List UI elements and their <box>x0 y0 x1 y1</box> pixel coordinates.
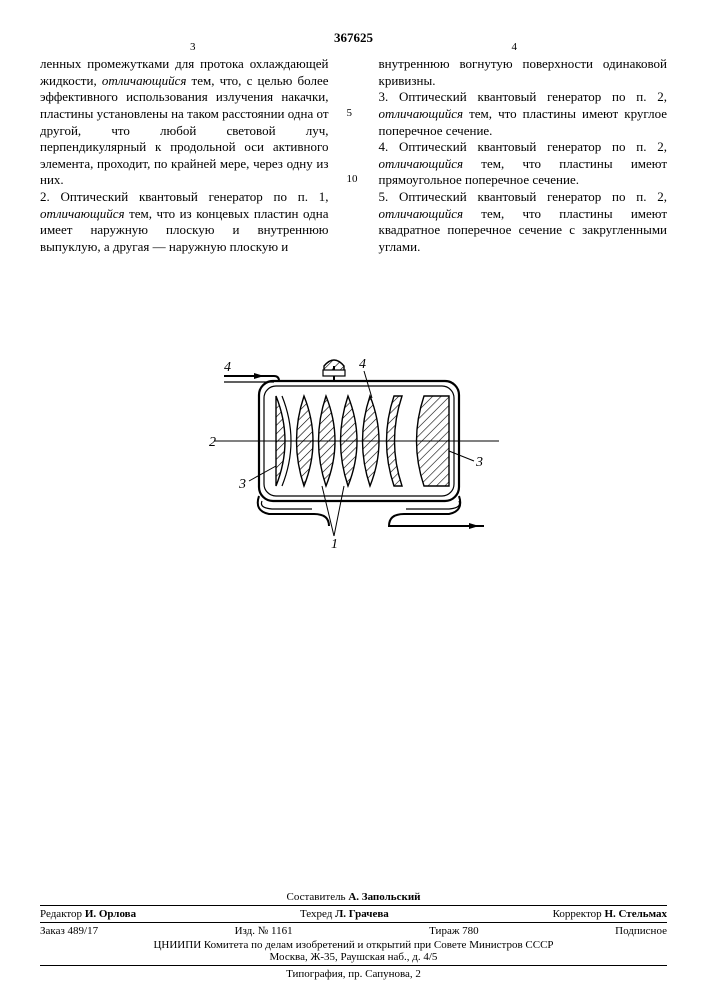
label-3b: 3 <box>475 455 483 470</box>
column-right: внутреннюю вогнутую поверхности одинаков… <box>379 56 668 256</box>
footer: Составитель А. Запольский Редактор И. Ор… <box>40 891 667 980</box>
plate-5 <box>362 396 379 486</box>
editor-name: И. Орлова <box>85 908 136 920</box>
para-l1: ленных промежутками для протока охлаждаю… <box>40 56 329 189</box>
text: 2. Оптический квантовый генератор по п. … <box>40 189 329 204</box>
line-numbers: 5 10 <box>347 56 361 256</box>
divider <box>40 905 667 906</box>
corr-name: Н. Стельмах <box>604 908 667 920</box>
col-num-left: 3 <box>190 41 196 53</box>
divider <box>40 922 667 923</box>
editor-label: Редактор <box>40 908 85 920</box>
leader-4b <box>364 371 372 398</box>
col-num-right: 4 <box>512 41 518 53</box>
plate-4 <box>340 396 357 486</box>
lineno-10: 10 <box>347 172 361 186</box>
compiler-label: Составитель <box>286 891 348 903</box>
text: 5. Оптический квантовый генератор по п. … <box>379 189 668 204</box>
figure: 4 4 2 3 3 1 <box>40 336 667 560</box>
text-italic: отличающийся <box>102 73 187 88</box>
para-l2: 2. Оптический квантовый генератор по п. … <box>40 189 329 256</box>
tech-name: Л. Грачева <box>335 908 389 920</box>
patent-number: 367625 <box>40 30 667 46</box>
para-r2: 3. Оптический квантовый генератор по п. … <box>379 89 668 139</box>
leader-1a <box>322 486 334 536</box>
leader-1b <box>334 486 344 536</box>
leader-3a <box>249 466 276 481</box>
label-4b: 4 <box>359 357 366 372</box>
corr-label: Корректор <box>553 908 605 920</box>
izd-no: Изд. № 1161 <box>235 925 293 937</box>
outlet-right-arrow <box>469 523 479 529</box>
para-r4: 5. Оптический квантовый генератор по п. … <box>379 189 668 256</box>
text-italic: отличающийся <box>379 106 464 121</box>
para-r3: 4. Оптический квантовый генератор по п. … <box>379 139 668 189</box>
order-no: Заказ 489/17 <box>40 925 98 937</box>
label-3a: 3 <box>238 477 246 492</box>
tech-label: Техред <box>300 908 335 920</box>
plate-7 <box>416 396 449 486</box>
org-line: ЦНИИПИ Комитета по делам изобретений и о… <box>40 939 667 951</box>
typo-line: Типография, пр. Сапунова, 2 <box>40 968 667 980</box>
text: 3. Оптический квантовый генератор по п. … <box>379 89 668 104</box>
text-italic: отличающийся <box>40 206 125 221</box>
outlet-right-inner <box>406 501 460 509</box>
outlet-left-inner <box>261 501 312 509</box>
column-left: ленных промежутками для протока охлаждаю… <box>40 56 329 256</box>
tirazh: Тираж 780 <box>429 925 479 937</box>
label-2: 2 <box>209 435 216 450</box>
text: 4. Оптический квантовый генератор по п. … <box>379 139 668 154</box>
label-1: 1 <box>331 537 338 552</box>
text-italic: отличающийся <box>379 156 464 171</box>
leader-3b <box>449 451 474 461</box>
addr-line: Москва, Ж-35, Раушская наб., д. 4/5 <box>40 951 667 963</box>
lineno-5: 5 <box>347 106 361 120</box>
label-4a: 4 <box>224 360 231 375</box>
divider <box>40 965 667 966</box>
podpisnoe: Подписное <box>615 925 667 937</box>
figure-svg: 4 4 2 3 3 1 <box>204 336 504 556</box>
text: тем, что, с целью более эффективного исп… <box>40 73 329 188</box>
plate-1 <box>276 396 285 486</box>
compiler-name: А. Запольский <box>348 891 420 903</box>
port-base <box>323 370 345 376</box>
body-columns: 3 4 ленных промежутками для протока охла… <box>40 56 667 256</box>
plate-2 <box>296 396 313 486</box>
plate-3 <box>318 396 335 486</box>
para-r1: внутреннюю вогнутую поверхности одинаков… <box>379 56 668 89</box>
text-italic: отличающийся <box>379 206 464 221</box>
inlet-left-arrow <box>254 373 264 379</box>
